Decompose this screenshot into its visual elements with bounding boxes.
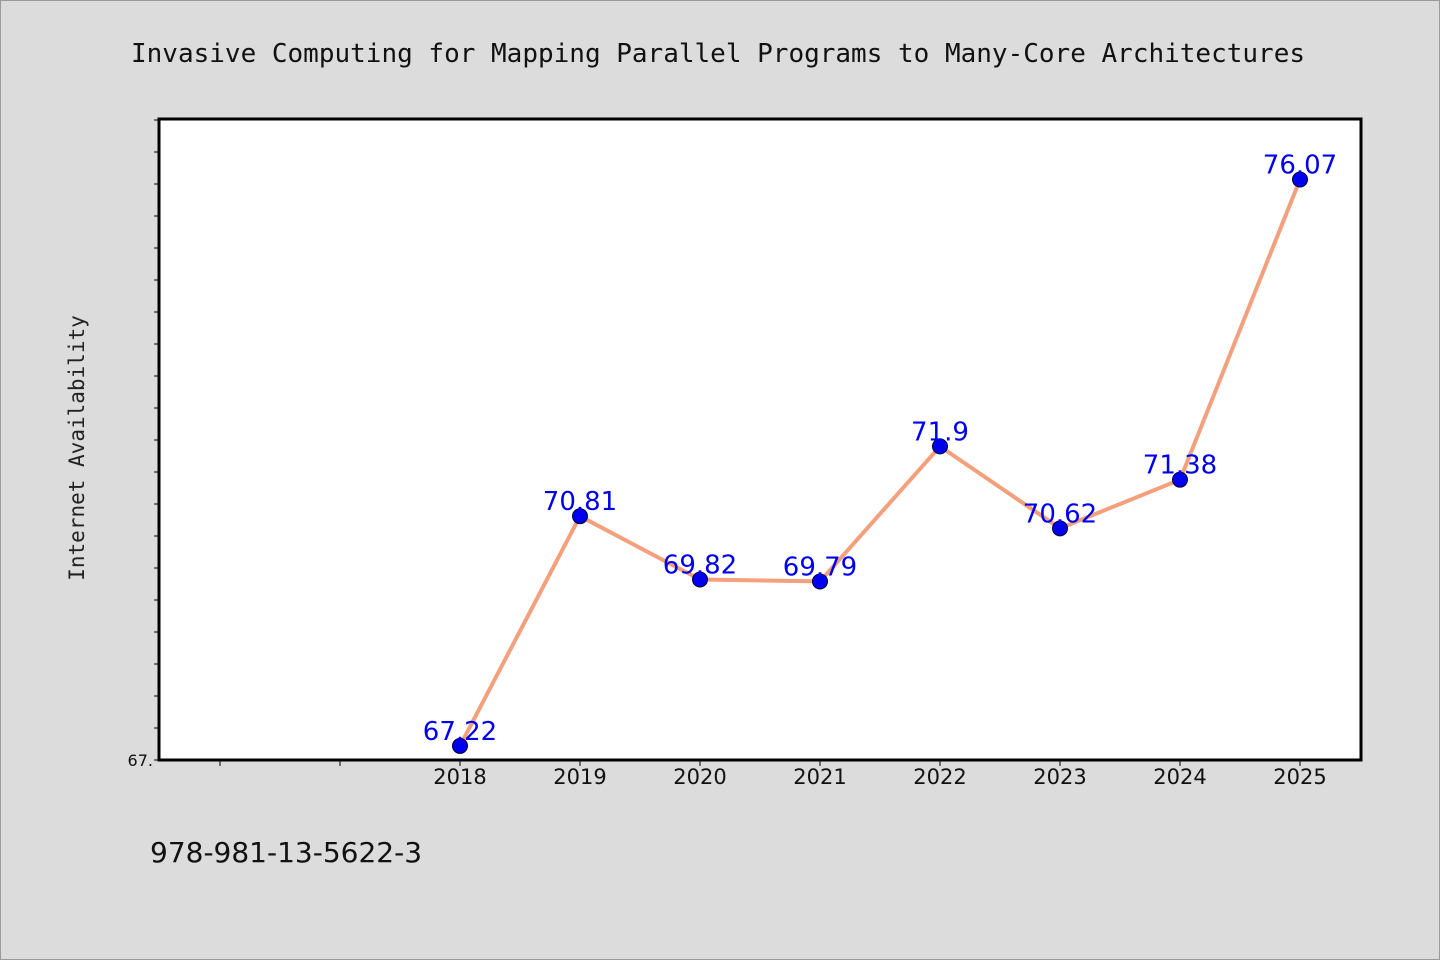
x-tick-label: 2018 — [433, 765, 486, 789]
series-line — [458, 177, 1302, 748]
x-tick-label: 2022 — [913, 765, 966, 789]
isbn-footer: 978-981-13-5622-3 — [150, 836, 422, 869]
data-point — [572, 508, 588, 525]
data-label: 70.62 — [1023, 499, 1097, 529]
x-tick-label: 2023 — [1033, 765, 1086, 789]
plot-area — [157, 117, 1363, 762]
data-label: 67.22 — [423, 717, 497, 747]
chart-title: Invasive Computing for Mapping Parallel … — [131, 39, 1305, 69]
series-layer — [452, 171, 1308, 754]
data-point — [692, 571, 708, 588]
x-tick-label: 2024 — [1153, 765, 1206, 789]
x-tick-label: 2025 — [1273, 765, 1326, 789]
x-tick-label: 2019 — [553, 765, 606, 789]
data-labels: 67.22 70.81 69.82 69.79 71.9 70.62 71.38 76.07 — [423, 151, 1337, 747]
axis-ticks: 2018 2019 2020 2021 2022 2023 2024 2025 — [154, 119, 1327, 789]
data-point — [932, 438, 948, 455]
x-tick-label: 2021 — [793, 765, 846, 789]
data-point — [1052, 520, 1068, 537]
data-label: 71.38 — [1143, 451, 1217, 481]
data-label: 69.82 — [663, 551, 737, 581]
data-point — [812, 573, 828, 590]
data-point — [452, 737, 468, 754]
y-tick-label: 67. — [128, 751, 153, 770]
data-label: 76.07 — [1263, 151, 1337, 181]
data-label: 69.79 — [783, 552, 857, 582]
x-tick-label: 2020 — [673, 765, 726, 789]
data-label: 71.9 — [911, 417, 969, 447]
data-point — [1292, 171, 1308, 188]
data-point — [1172, 471, 1188, 488]
data-label: 70.81 — [543, 487, 617, 517]
y-axis-label: Internet Availability — [65, 315, 89, 581]
